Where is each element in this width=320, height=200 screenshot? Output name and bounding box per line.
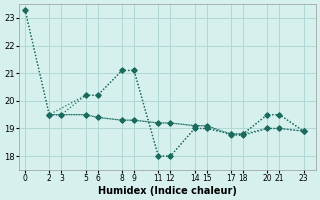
X-axis label: Humidex (Indice chaleur): Humidex (Indice chaleur) [98, 186, 237, 196]
